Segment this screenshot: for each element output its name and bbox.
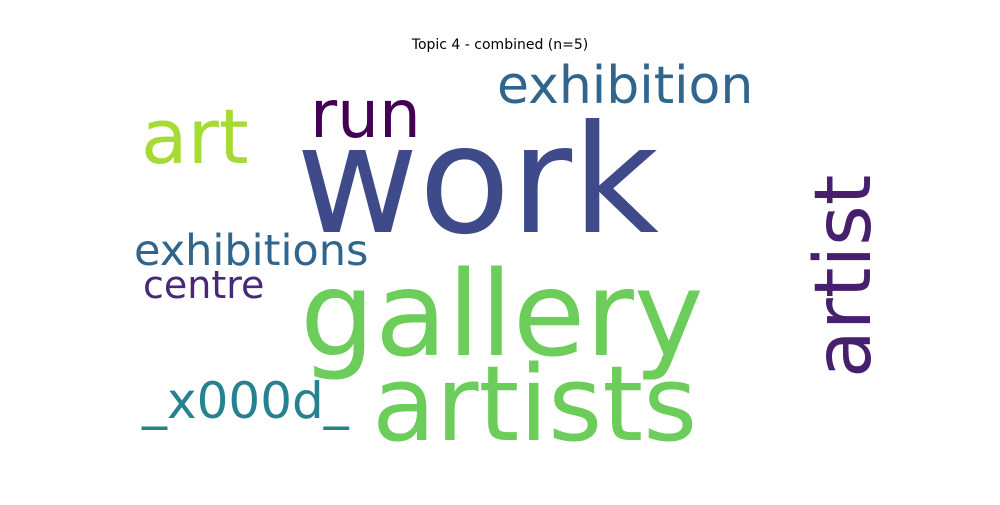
word-centre: centre (143, 263, 264, 307)
chart-title: Topic 4 - combined (n=5) (411, 37, 589, 53)
word-artists: artists (372, 343, 697, 465)
word-exhibition: exhibition (497, 56, 753, 116)
word-x000d: _x000d_ (141, 372, 350, 430)
word-exhibitions: exhibitions (134, 226, 368, 276)
word-work: work (296, 94, 659, 268)
word-artist: artist (799, 175, 889, 378)
word-run: run (310, 76, 421, 153)
word-gallery: gallery (300, 245, 704, 383)
word-art: art (141, 92, 249, 181)
